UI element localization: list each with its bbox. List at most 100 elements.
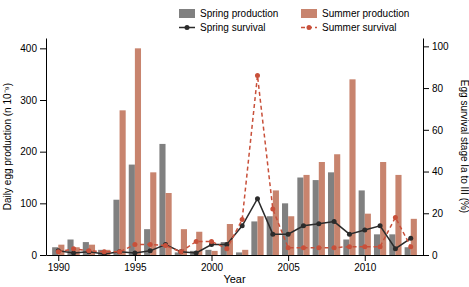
marker	[86, 248, 91, 253]
bar	[334, 154, 340, 255]
y-axis-title: Daily egg production (n 10⁻⁹)	[2, 83, 13, 210]
tick-label: 1990	[48, 262, 71, 273]
legend: Spring production Summer production Spring…	[179, 8, 409, 33]
x-axis-title: Year	[223, 273, 246, 285]
marker	[393, 246, 398, 251]
tick-label: 2005	[278, 262, 301, 273]
legend-swatch	[301, 9, 317, 18]
marker	[132, 242, 137, 247]
marker	[163, 243, 168, 248]
tick-label: 1995	[124, 262, 147, 273]
marker	[148, 248, 153, 253]
tick-mark	[40, 100, 46, 101]
marker	[71, 246, 76, 251]
tick: 80	[423, 83, 444, 94]
marker	[301, 245, 306, 250]
marker	[178, 249, 183, 254]
marker	[408, 244, 413, 249]
bar-series	[58, 48, 417, 255]
tick-label: 200	[20, 146, 37, 157]
marker	[378, 244, 383, 249]
tick-label: 0	[432, 250, 438, 261]
marker	[393, 215, 398, 220]
bar	[159, 144, 165, 255]
tick-mark	[365, 255, 366, 261]
marker	[332, 219, 337, 224]
tick: 400	[20, 43, 46, 54]
tick-label: 2000	[201, 262, 224, 273]
bar	[242, 250, 248, 255]
bar	[129, 165, 135, 255]
bar	[273, 190, 279, 255]
marker	[316, 221, 321, 226]
bar	[319, 162, 325, 255]
marker	[102, 249, 107, 254]
tick: 100	[423, 41, 449, 52]
tick-mark	[212, 255, 213, 261]
chart: 1990199520002005201001002003004000204060…	[0, 0, 469, 287]
marker	[255, 73, 260, 78]
tick-label: 100	[20, 198, 37, 209]
plot-area	[52, 48, 417, 255]
tick-label: 400	[20, 43, 37, 54]
marker	[117, 249, 122, 254]
tick-mark	[40, 255, 46, 256]
bar	[212, 251, 218, 255]
tick-mark	[58, 255, 59, 261]
bar	[303, 175, 309, 255]
y2-axis: 0 20 40 60 80 100	[423, 39, 449, 261]
legend-item: Spring production	[179, 8, 278, 19]
marker	[209, 239, 214, 244]
y-axis: 0100200300400	[20, 39, 46, 261]
bar	[297, 178, 303, 256]
legend-item: Summer survival	[301, 22, 396, 33]
tick: 100	[20, 198, 46, 209]
tick-mark	[423, 88, 429, 89]
legend-label: Summer production	[322, 8, 409, 19]
tick: 20	[423, 208, 444, 219]
legend-label: Spring production	[200, 8, 278, 19]
axis-line	[423, 39, 424, 256]
tick: 60	[423, 125, 444, 136]
marker	[194, 250, 199, 255]
marker	[194, 239, 199, 244]
marker	[378, 223, 383, 228]
bar	[120, 110, 126, 255]
bar	[113, 200, 119, 255]
bar	[135, 48, 141, 255]
tick-label: 20	[432, 208, 444, 219]
marker	[270, 232, 275, 237]
tick: 0	[423, 250, 438, 261]
tick: 40	[423, 166, 444, 177]
bar	[328, 172, 334, 255]
marker	[408, 236, 413, 241]
tick-label: 300	[20, 95, 37, 106]
tick-label: 100	[432, 41, 449, 52]
marker	[178, 249, 183, 254]
tick-mark	[288, 255, 289, 261]
marker	[255, 196, 260, 201]
marker	[286, 232, 291, 237]
bar	[313, 180, 319, 255]
tick: 2000	[201, 255, 224, 273]
marker	[240, 217, 245, 222]
tick: 1990	[48, 255, 71, 273]
tick-mark	[423, 213, 429, 214]
y2-axis-title: Egg survival stage Ia to III (%)	[459, 80, 469, 213]
bar	[205, 250, 211, 255]
marker	[148, 242, 153, 247]
marker	[270, 207, 275, 212]
tick-label: 40	[432, 166, 444, 177]
bar	[349, 79, 355, 255]
tick: 300	[20, 95, 46, 106]
legend-item: Spring survival	[179, 22, 266, 33]
marker	[362, 244, 367, 249]
marker	[224, 246, 229, 251]
tick: 2010	[354, 255, 377, 273]
marker	[286, 245, 291, 250]
axis-line	[47, 255, 424, 256]
marker	[347, 244, 352, 249]
bar	[395, 175, 401, 255]
tick-mark	[423, 255, 429, 256]
marker	[56, 249, 61, 254]
